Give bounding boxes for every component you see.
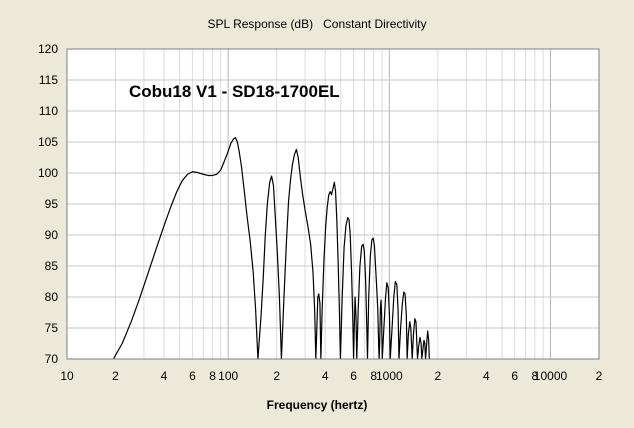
x-tick-label: 4 [322,369,329,383]
y-tick-label: 95 [45,197,59,211]
y-tick-label: 90 [45,228,59,242]
x-tick-label: 6 [189,369,196,383]
plot-frame [66,48,600,360]
grid [66,48,600,360]
x-tick-label: 8 [209,369,216,383]
y-tick-label: 80 [45,290,59,304]
y-tick-label: 70 [45,352,59,366]
x-tick-label: 10 [60,369,74,383]
x-tick-label: 6 [350,369,357,383]
x-tick-label: 2 [596,369,603,383]
x-tick-label: 10000 [534,369,568,383]
x-tick-label: 2 [112,369,119,383]
x-tick-label: 1000 [376,369,403,383]
y-tick-label: 105 [38,135,58,149]
chart-title: SPL Response (dB) Constant Directivity [208,17,427,31]
y-tick-label: 100 [38,166,58,180]
x-tick-label: 2 [434,369,441,383]
y-tick-label: 115 [39,73,58,87]
y-tick-label: 75 [45,321,59,335]
y-tick-label: 120 [38,42,58,56]
series-line [112,137,430,360]
x-tick-label: 100 [218,369,238,383]
x-tick-label: 8 [370,369,377,383]
y-tick-label: 110 [39,104,58,118]
chart-annotation: Cobu18 V1 - SD18-1700EL [129,82,340,101]
x-tick-label: 8 [532,369,539,383]
x-tick-label: 2 [273,369,280,383]
x-tick-label: 4 [161,369,168,383]
series-layer [112,137,430,360]
y-tick-label: 85 [45,259,59,273]
x-tick-label: 6 [511,369,518,383]
x-tick-label: 4 [483,369,490,383]
x-axis-title: Frequency (hertz) [267,398,368,412]
